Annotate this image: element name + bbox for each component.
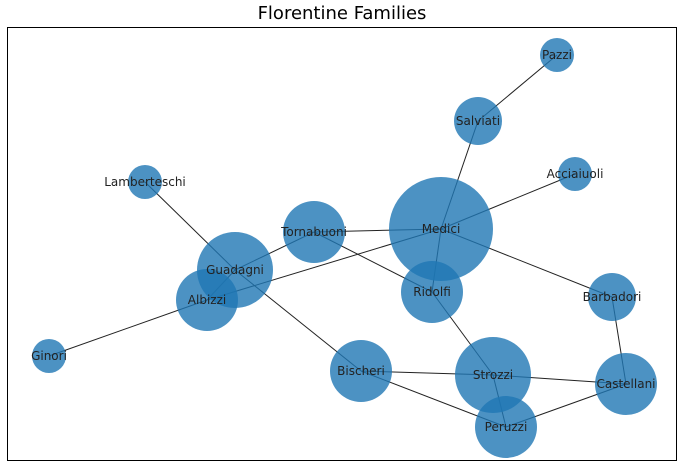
node-strozzi <box>455 337 531 413</box>
node-label-albizzi: Albizzi <box>188 293 226 307</box>
figure-title: Florentine Families <box>257 3 427 24</box>
node-label-salviati: Salviati <box>456 114 500 128</box>
node-castellani <box>595 353 657 415</box>
node-label-ridolfi: Ridolfi <box>413 285 451 299</box>
node-label-strozzi: Strozzi <box>473 368 513 382</box>
node-pazzi <box>540 38 574 72</box>
plot-frame <box>7 27 677 461</box>
node-label-guadagni: Guadagni <box>206 263 264 277</box>
node-label-medici: Medici <box>422 222 461 236</box>
node-label-lamberteschi: Lamberteschi <box>104 175 186 189</box>
node-salviati <box>454 97 502 145</box>
node-label-pazzi: Pazzi <box>542 48 572 62</box>
node-acciaiuoli <box>558 157 592 191</box>
node-label-peruzzi: Peruzzi <box>485 420 528 434</box>
node-guadagni <box>197 232 273 308</box>
labels-layer: Acciaiuoli Medici Castellani Peruzzi Strozzi… <box>31 48 655 434</box>
node-medici <box>389 177 493 281</box>
node-bischeri <box>330 340 392 402</box>
node-label-tornabuoni: Tornabuoni <box>280 225 347 239</box>
node-label-acciaiuoli: Acciaiuoli <box>547 167 604 181</box>
node-label-castellani: Castellani <box>596 377 655 391</box>
node-label-ginori: Ginori <box>31 349 67 363</box>
node-lamberteschi <box>128 165 162 199</box>
node-label-barbadori: Barbadori <box>583 290 642 304</box>
node-label-bischeri: Bischeri <box>337 364 385 378</box>
node-tornabuoni <box>283 201 345 263</box>
node-ginori <box>32 339 66 373</box>
node-barbadori <box>588 273 636 321</box>
node-ridolfi <box>401 261 463 323</box>
nodes-layer <box>32 38 657 458</box>
